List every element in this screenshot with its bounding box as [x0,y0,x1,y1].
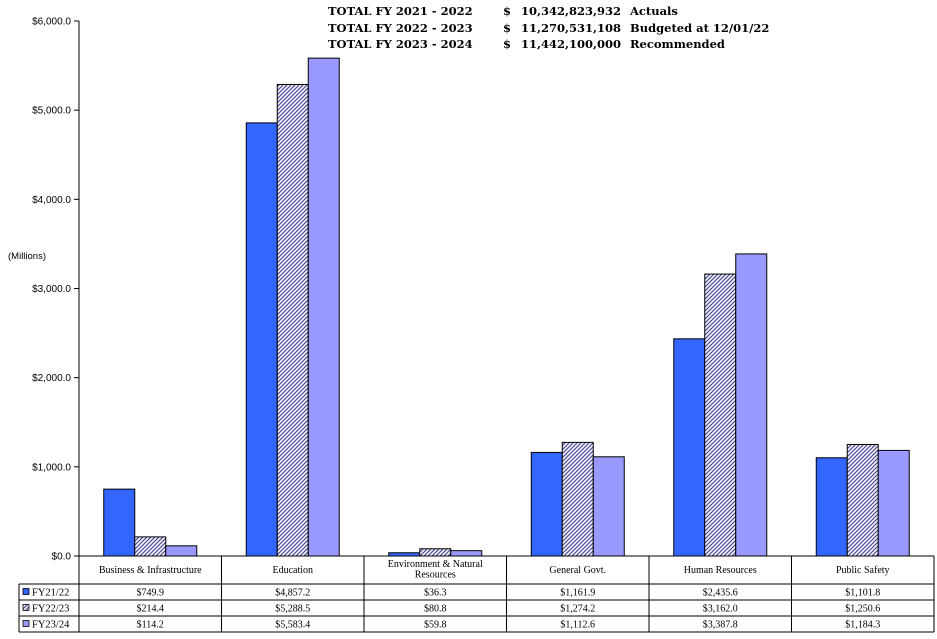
y-tick-label: $3,000.0 [32,284,71,295]
category-label-line: Business & Infrastructure [99,565,202,576]
bar-FY23-24-2 [450,550,483,557]
total-note: Recommended [630,37,725,51]
data-label: $5,583.4 [275,620,310,631]
data-label: $4,857.2 [275,588,310,599]
category-label: General Govt. [549,565,606,576]
data-label: $1,274.2 [560,604,595,615]
y-axis-unit-label: (Millions) [8,251,46,262]
data-label: $749.9 [137,588,165,599]
bar-FY23-24-4 [735,253,768,557]
category-label: Business & Infrastructure [99,565,202,576]
total-amount: 11,270,531,108 [521,20,622,35]
bar-FY22-23-2 [419,548,452,557]
total-label: TOTAL FY 2022 - 2023 [328,20,473,35]
legend-key-FY23-24 [22,620,30,627]
category-label-line: Public Safety [836,565,890,576]
bar-FY22-23-3 [561,441,594,557]
category-label: Education [272,565,313,576]
total-note: Actuals [630,4,678,18]
data-label: $1,184.3 [845,620,880,631]
bar-FY23-24-0 [165,545,198,557]
y-tick-label: $6,000.0 [32,17,71,28]
data-label: $1,250.6 [845,604,880,615]
bar-FY21-22-5 [815,457,848,557]
category-label-line: Education [272,565,313,576]
category-label: Human Resources [684,565,757,576]
data-label: $5,288.5 [275,604,310,615]
bar-FY23-24-1 [307,57,340,557]
legend-label: FY23/24 [32,620,70,631]
bar-FY22-23-1 [276,83,309,557]
category-label-line: Human Resources [684,565,757,576]
y-tick-label: $0.0 [52,552,72,563]
bar-FY21-22-1 [245,122,278,557]
bar-FY21-22-4 [673,338,706,557]
y-tick-label: $5,000.0 [32,106,71,117]
bar-FY22-23-4 [704,273,737,557]
total-amount: 11,442,100,000 [521,37,622,51]
category-label-line: Resources [415,570,456,581]
category-label-line: Environment & Natural [388,559,483,570]
data-label: $214.4 [137,604,165,615]
bar-FY23-24-3 [592,456,625,557]
data-label: $1,161.9 [560,588,595,599]
data-label: $114.2 [137,620,164,631]
bar-FY22-23-5 [846,443,879,557]
bar-FY22-23-0 [134,536,167,557]
data-label: $3,387.8 [703,620,738,631]
total-currency: $ [503,4,512,18]
total-label: TOTAL FY 2021 - 2022 [328,4,473,18]
data-label: $36.3 [424,588,447,599]
data-label: $59.8 [424,620,447,631]
data-label: $3,162.0 [703,604,738,615]
total-note: Budgeted at 12/01/22 [630,20,770,35]
data-label: $1,101.8 [845,588,880,599]
bar-FY21-22-3 [530,451,563,557]
total-currency: $ [503,20,512,35]
y-tick-label: $1,000.0 [32,462,71,473]
category-label-line: General Govt. [549,565,606,576]
y-tick-label: $4,000.0 [32,195,71,206]
bar-FY23-24-5 [877,449,910,557]
category-label: Public Safety [836,565,890,576]
bar-FY21-22-0 [103,488,136,557]
total-currency: $ [503,37,512,51]
data-label: $2,435.6 [703,588,738,599]
y-tick-label: $2,000.0 [32,373,71,384]
data-label: $80.8 [424,604,447,615]
category-label: Environment & Natural Resources [388,559,483,581]
data-label: $1,112.6 [560,620,595,631]
total-label: TOTAL FY 2023 - 2024 [328,37,473,51]
total-amount: 10,342,823,932 [521,4,622,18]
legend-label: FY22/23 [32,604,69,615]
legend-key-FY22-23 [22,604,30,611]
legend-key-FY21-22 [22,588,30,595]
legend-label: FY21/22 [32,588,69,599]
